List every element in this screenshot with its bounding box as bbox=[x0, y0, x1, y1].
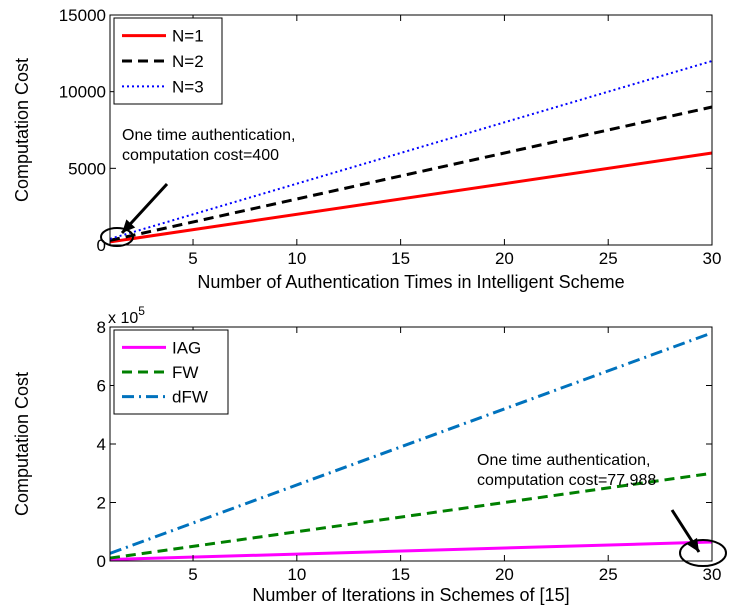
y-tick-label: 2 bbox=[97, 494, 106, 513]
legend-label: FW bbox=[172, 363, 198, 382]
y-tick-label: 5000 bbox=[68, 159, 106, 178]
series-line-fw bbox=[109, 471, 713, 560]
x-axis-label: Number of Authentication Times in Intell… bbox=[197, 272, 624, 292]
chart-1: 5 10 15 20 25 30 0 5000 10000 15000 Number of Auth… bbox=[12, 6, 721, 292]
legend-label: IAG bbox=[172, 338, 201, 357]
legend-label: dFW bbox=[172, 388, 208, 407]
annotation-ellipse bbox=[100, 227, 134, 247]
y-exponent-label: x 105 bbox=[108, 304, 145, 327]
legend: N=1 N=2 N=3 bbox=[113, 17, 223, 105]
series-line-n-2 bbox=[109, 105, 713, 242]
x-tick-label: 10 bbox=[287, 249, 306, 268]
x-tick-label: 30 bbox=[703, 249, 722, 268]
x-tick-label: 5 bbox=[188, 249, 197, 268]
series-line-n-1 bbox=[109, 151, 713, 244]
annotation-text: computation cost=77,988 bbox=[477, 472, 656, 489]
y-tick-label: 0 bbox=[97, 552, 106, 571]
legend-label: N=2 bbox=[172, 52, 204, 71]
y-tick-label: 4 bbox=[97, 435, 106, 454]
x-axis-label: Number of Iterations in Schemes of [15] bbox=[252, 585, 569, 605]
y-tick-label: 10000 bbox=[59, 83, 106, 102]
legend-box bbox=[113, 329, 229, 415]
annotation-text: One time authentication, bbox=[477, 452, 650, 469]
series-line-iag bbox=[109, 540, 713, 562]
y-axis-label: Computation Cost bbox=[12, 58, 32, 202]
legend-label: N=1 bbox=[172, 27, 204, 46]
x-tick-label: 10 bbox=[287, 565, 306, 584]
y-tick-label: 8 bbox=[97, 318, 106, 337]
x-tick-label: 25 bbox=[599, 249, 618, 268]
y-tick-label: 0 bbox=[97, 236, 106, 255]
x-tick-label: 20 bbox=[495, 249, 514, 268]
legend: IAG FW dFW bbox=[113, 329, 229, 415]
y-tick-label: 15000 bbox=[59, 6, 106, 25]
x-tick-label: 15 bbox=[391, 565, 410, 584]
y-axis-label: Computation Cost bbox=[12, 372, 32, 516]
chart-2: 5 10 15 20 25 30 0 2 4 6 8 x 105 Number of Iteration… bbox=[12, 304, 727, 605]
y-tick-label: 6 bbox=[97, 377, 106, 396]
x-tick-label: 25 bbox=[599, 565, 618, 584]
x-tick-label: 20 bbox=[495, 565, 514, 584]
annotation-ellipse bbox=[679, 539, 727, 567]
plot-frame bbox=[109, 14, 713, 246]
annotation-text: computation cost=400 bbox=[122, 147, 279, 164]
x-tick-label: 15 bbox=[391, 249, 410, 268]
annotation-text: One time authentication, bbox=[122, 127, 295, 144]
series-line-dfw bbox=[109, 331, 713, 555]
x-tick-label: 30 bbox=[703, 565, 722, 584]
x-tick-label: 5 bbox=[188, 565, 197, 584]
legend-label: N=3 bbox=[172, 77, 204, 96]
